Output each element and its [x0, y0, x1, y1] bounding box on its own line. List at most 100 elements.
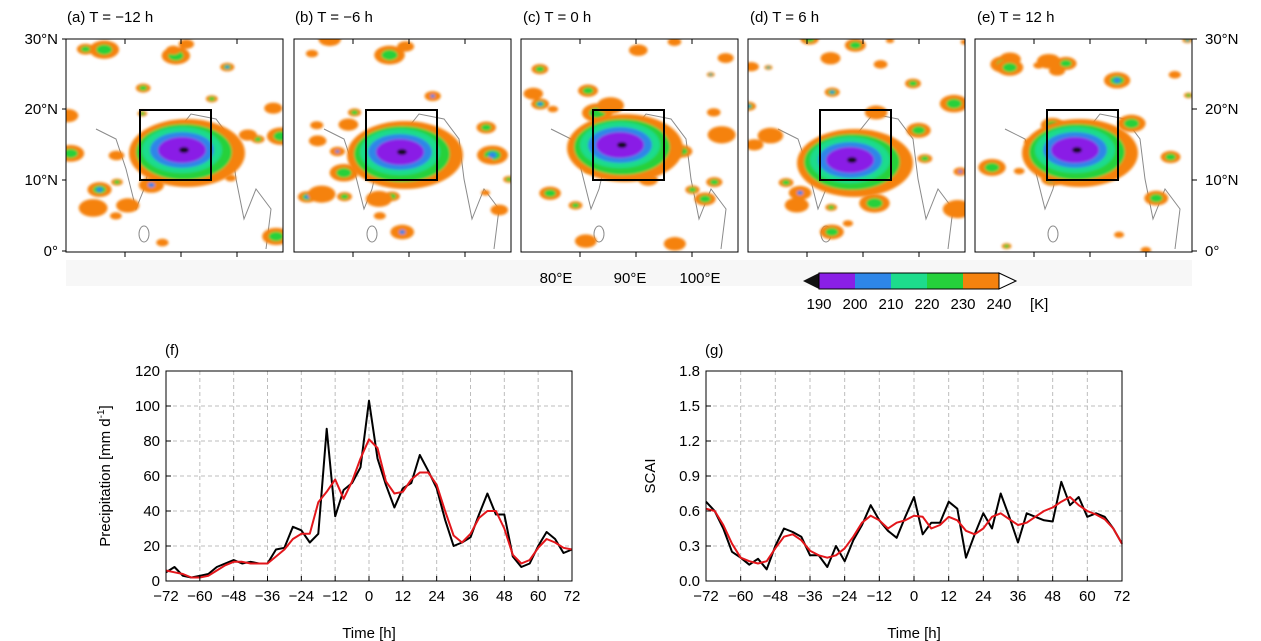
lon-label-90e: 90°E [614, 270, 647, 287]
convective-core [797, 129, 913, 197]
core-layer-black [397, 149, 407, 155]
x-tick-label: −72 [153, 588, 178, 605]
convective-core [129, 119, 245, 187]
cloud-blob [873, 60, 888, 69]
core-layer-black [847, 157, 857, 163]
lat-label-right-0: 0° [1205, 243, 1219, 260]
colorbar-unit: [K] [1030, 296, 1048, 313]
cloud-blob [66, 109, 79, 123]
chart-f-ylabel-close: ] [97, 405, 114, 409]
panel-label-e: (e) T = 12 h [977, 9, 1054, 26]
cloud-blob [717, 53, 734, 63]
map-content [523, 39, 736, 251]
cloud-blob [1033, 62, 1044, 69]
map-panel-3 [520, 38, 739, 257]
cloud-blob [66, 148, 78, 159]
colorbar-outline [818, 272, 1000, 290]
cloud-blob [336, 167, 352, 178]
x-tick-label: −12 [867, 588, 892, 605]
cloud-blob [1165, 153, 1176, 161]
chart-f-ylabel: Precipitation [mm d-1] [96, 405, 114, 546]
cloud-blob [338, 118, 359, 131]
coastline [95, 113, 272, 250]
cloud-blob [480, 189, 490, 196]
x-tick-label: 48 [1044, 588, 1061, 605]
core-layer-black [617, 142, 627, 148]
cloud-blob [96, 44, 113, 55]
series-line-red [165, 438, 573, 579]
cloud-blob [547, 105, 559, 113]
cloud-blobs [523, 39, 736, 251]
cloud-blob [340, 194, 349, 200]
cloud-blob [350, 110, 359, 115]
cloud-blob [108, 150, 125, 161]
cloud-blob [597, 97, 624, 114]
series-line-black [705, 480, 1123, 571]
chart-g-gridlines [706, 371, 1122, 581]
convective-core [347, 121, 463, 189]
cloud-blob [706, 108, 721, 117]
x-tick-label: −72 [693, 588, 718, 605]
cloud-blob [1114, 231, 1125, 238]
cloud-blob [582, 87, 594, 95]
chart-f-series [165, 399, 573, 579]
cloud-blob [767, 66, 770, 69]
colorbar-segment-200-210 [855, 273, 891, 289]
target-box [819, 109, 892, 181]
map-panel-4 [747, 38, 966, 257]
lat-label-left-0: 0° [44, 243, 58, 260]
lat-label-right-30n: 30°N [1205, 31, 1239, 48]
y-tick-label: 80 [143, 433, 160, 450]
x-tick-label: 0 [910, 588, 918, 605]
sri-lanka-outline [366, 225, 378, 243]
convective-core [567, 114, 683, 182]
colorbar-tick-230: 230 [950, 296, 975, 313]
y-tick-label: 120 [135, 363, 160, 380]
cloud-blob [397, 41, 415, 52]
map-frame [974, 38, 1193, 253]
cloud-blob [709, 73, 712, 76]
y-tick-label: 1.5 [679, 398, 700, 415]
cloud-blob [156, 238, 169, 247]
x-tick-label: −48 [221, 588, 246, 605]
cloud-blob [885, 39, 895, 44]
cloud-blob [942, 200, 965, 219]
cloud-blob [483, 157, 493, 164]
cloud-blob [1185, 93, 1191, 97]
cloud-blob [1168, 70, 1181, 79]
chart-scai: (g) −72 −60 −48 −36 −24 −12 0 12 24 36 48 60 72 0.0 0.… [642, 342, 1130, 641]
cloud-blob [116, 198, 140, 213]
panel-label-a: (a) T = −12 h [67, 9, 153, 26]
x-tick-label: −36 [797, 588, 822, 605]
chart-f-ylabel-main: Precipitation [mm d [97, 418, 114, 546]
colorbar: 190 200 210 220 230 240 [K] [803, 272, 1048, 313]
cloud-blob [663, 237, 686, 251]
cloud-blob [481, 124, 492, 131]
cloud-blob [849, 41, 862, 49]
cloud-blob [178, 39, 195, 49]
cloud-blob [264, 102, 283, 114]
panel-label-c: (c) T = 0 h [523, 9, 591, 26]
y-tick-label: 0.3 [679, 538, 700, 555]
colorbar-segment-210-220 [891, 273, 927, 289]
x-tick-label: 36 [1010, 588, 1027, 605]
map-panel-2 [293, 38, 512, 257]
colorbar-tick-240: 240 [986, 296, 1011, 313]
cloud-blob [709, 179, 719, 185]
panel-label-b: (b) T = −6 h [295, 9, 373, 26]
x-tick-label: −60 [728, 588, 753, 605]
map-panels [62, 38, 1197, 257]
y-tick-label: 0.0 [679, 573, 700, 590]
cloud-blob [912, 126, 926, 135]
map-frame [293, 38, 512, 253]
cloud-blob [757, 127, 784, 144]
x-tick-label: −12 [322, 588, 347, 605]
cloud-blob [490, 204, 508, 216]
x-tick-label: 24 [428, 588, 445, 605]
chart-precipitation: (f) −72 −60 −48 −36 −24 −12 0 12 24 36 48 60 72 0 20 40… [96, 342, 580, 641]
y-tick-label: 20 [143, 538, 160, 555]
cloud-blob [96, 187, 103, 192]
cloud-blob [958, 170, 963, 173]
lat-label-right-20n: 20°N [1205, 101, 1239, 118]
x-tick-label: −24 [289, 588, 314, 605]
